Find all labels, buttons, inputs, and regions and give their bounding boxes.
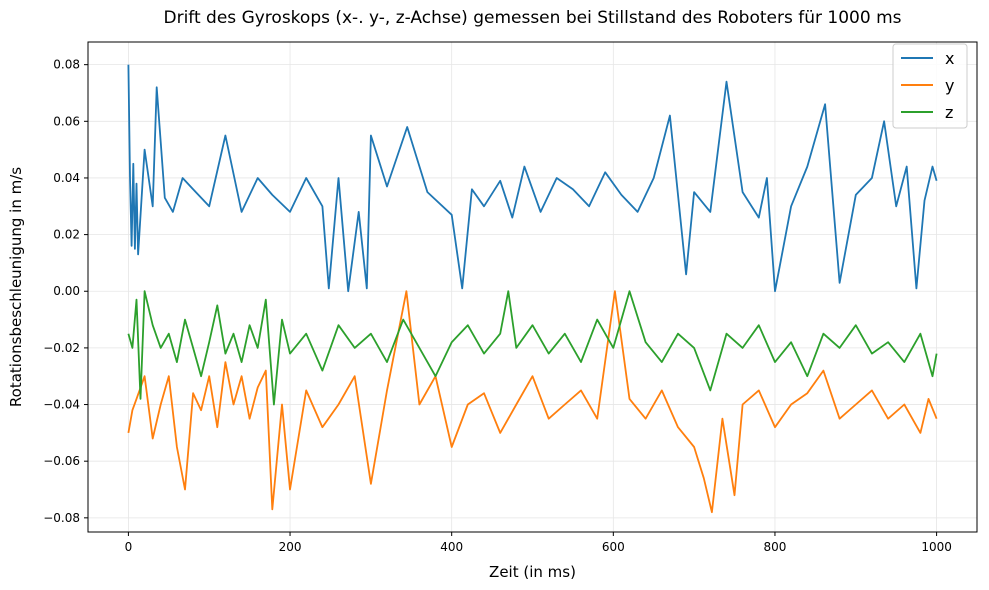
x-axis-label: Zeit (in ms) <box>489 563 576 581</box>
y-tick-label: 0.06 <box>53 114 80 128</box>
x-tick-label: 1000 <box>921 540 952 554</box>
x-axis-ticks: 0 200 400 600 800 1000 <box>125 532 952 554</box>
x-tick-label: 800 <box>764 540 787 554</box>
x-tick-label: 600 <box>602 540 625 554</box>
y-tick-label: −0.02 <box>43 341 80 355</box>
y-tick-label: −0.04 <box>43 398 80 412</box>
y-tick-label: 0.00 <box>53 284 80 298</box>
series-layer <box>127 64 938 514</box>
chart-title: Drift des Gyroskops (x-. y-, z-Achse) ge… <box>164 8 902 28</box>
y-axis-label: Rotationsbeschleunigung in m/s <box>7 167 25 407</box>
x-tick-label: 0 <box>125 540 133 554</box>
y-tick-label: 0.02 <box>53 228 80 242</box>
y-tick-label: 0.04 <box>53 171 80 185</box>
y-axis-ticks: 0.08 0.06 0.04 0.02 0.00 −0.02 −0.04 −0.06 −0.08 <box>43 58 88 525</box>
series-line-z <box>127 290 938 406</box>
axes-frame <box>87 41 978 533</box>
legend-label-y: y <box>945 76 954 95</box>
series-line-x <box>127 64 938 293</box>
legend-label-z: z <box>945 103 953 122</box>
x-tick-label: 400 <box>440 540 463 554</box>
y-tick-label: 0.08 <box>53 58 80 72</box>
y-tick-label: −0.06 <box>43 454 80 468</box>
legend: xyz <box>892 43 968 129</box>
y-tick-label: −0.08 <box>43 511 80 525</box>
legend-label-x: x <box>945 49 954 68</box>
x-tick-label: 200 <box>279 540 302 554</box>
series-line-y <box>127 290 938 514</box>
